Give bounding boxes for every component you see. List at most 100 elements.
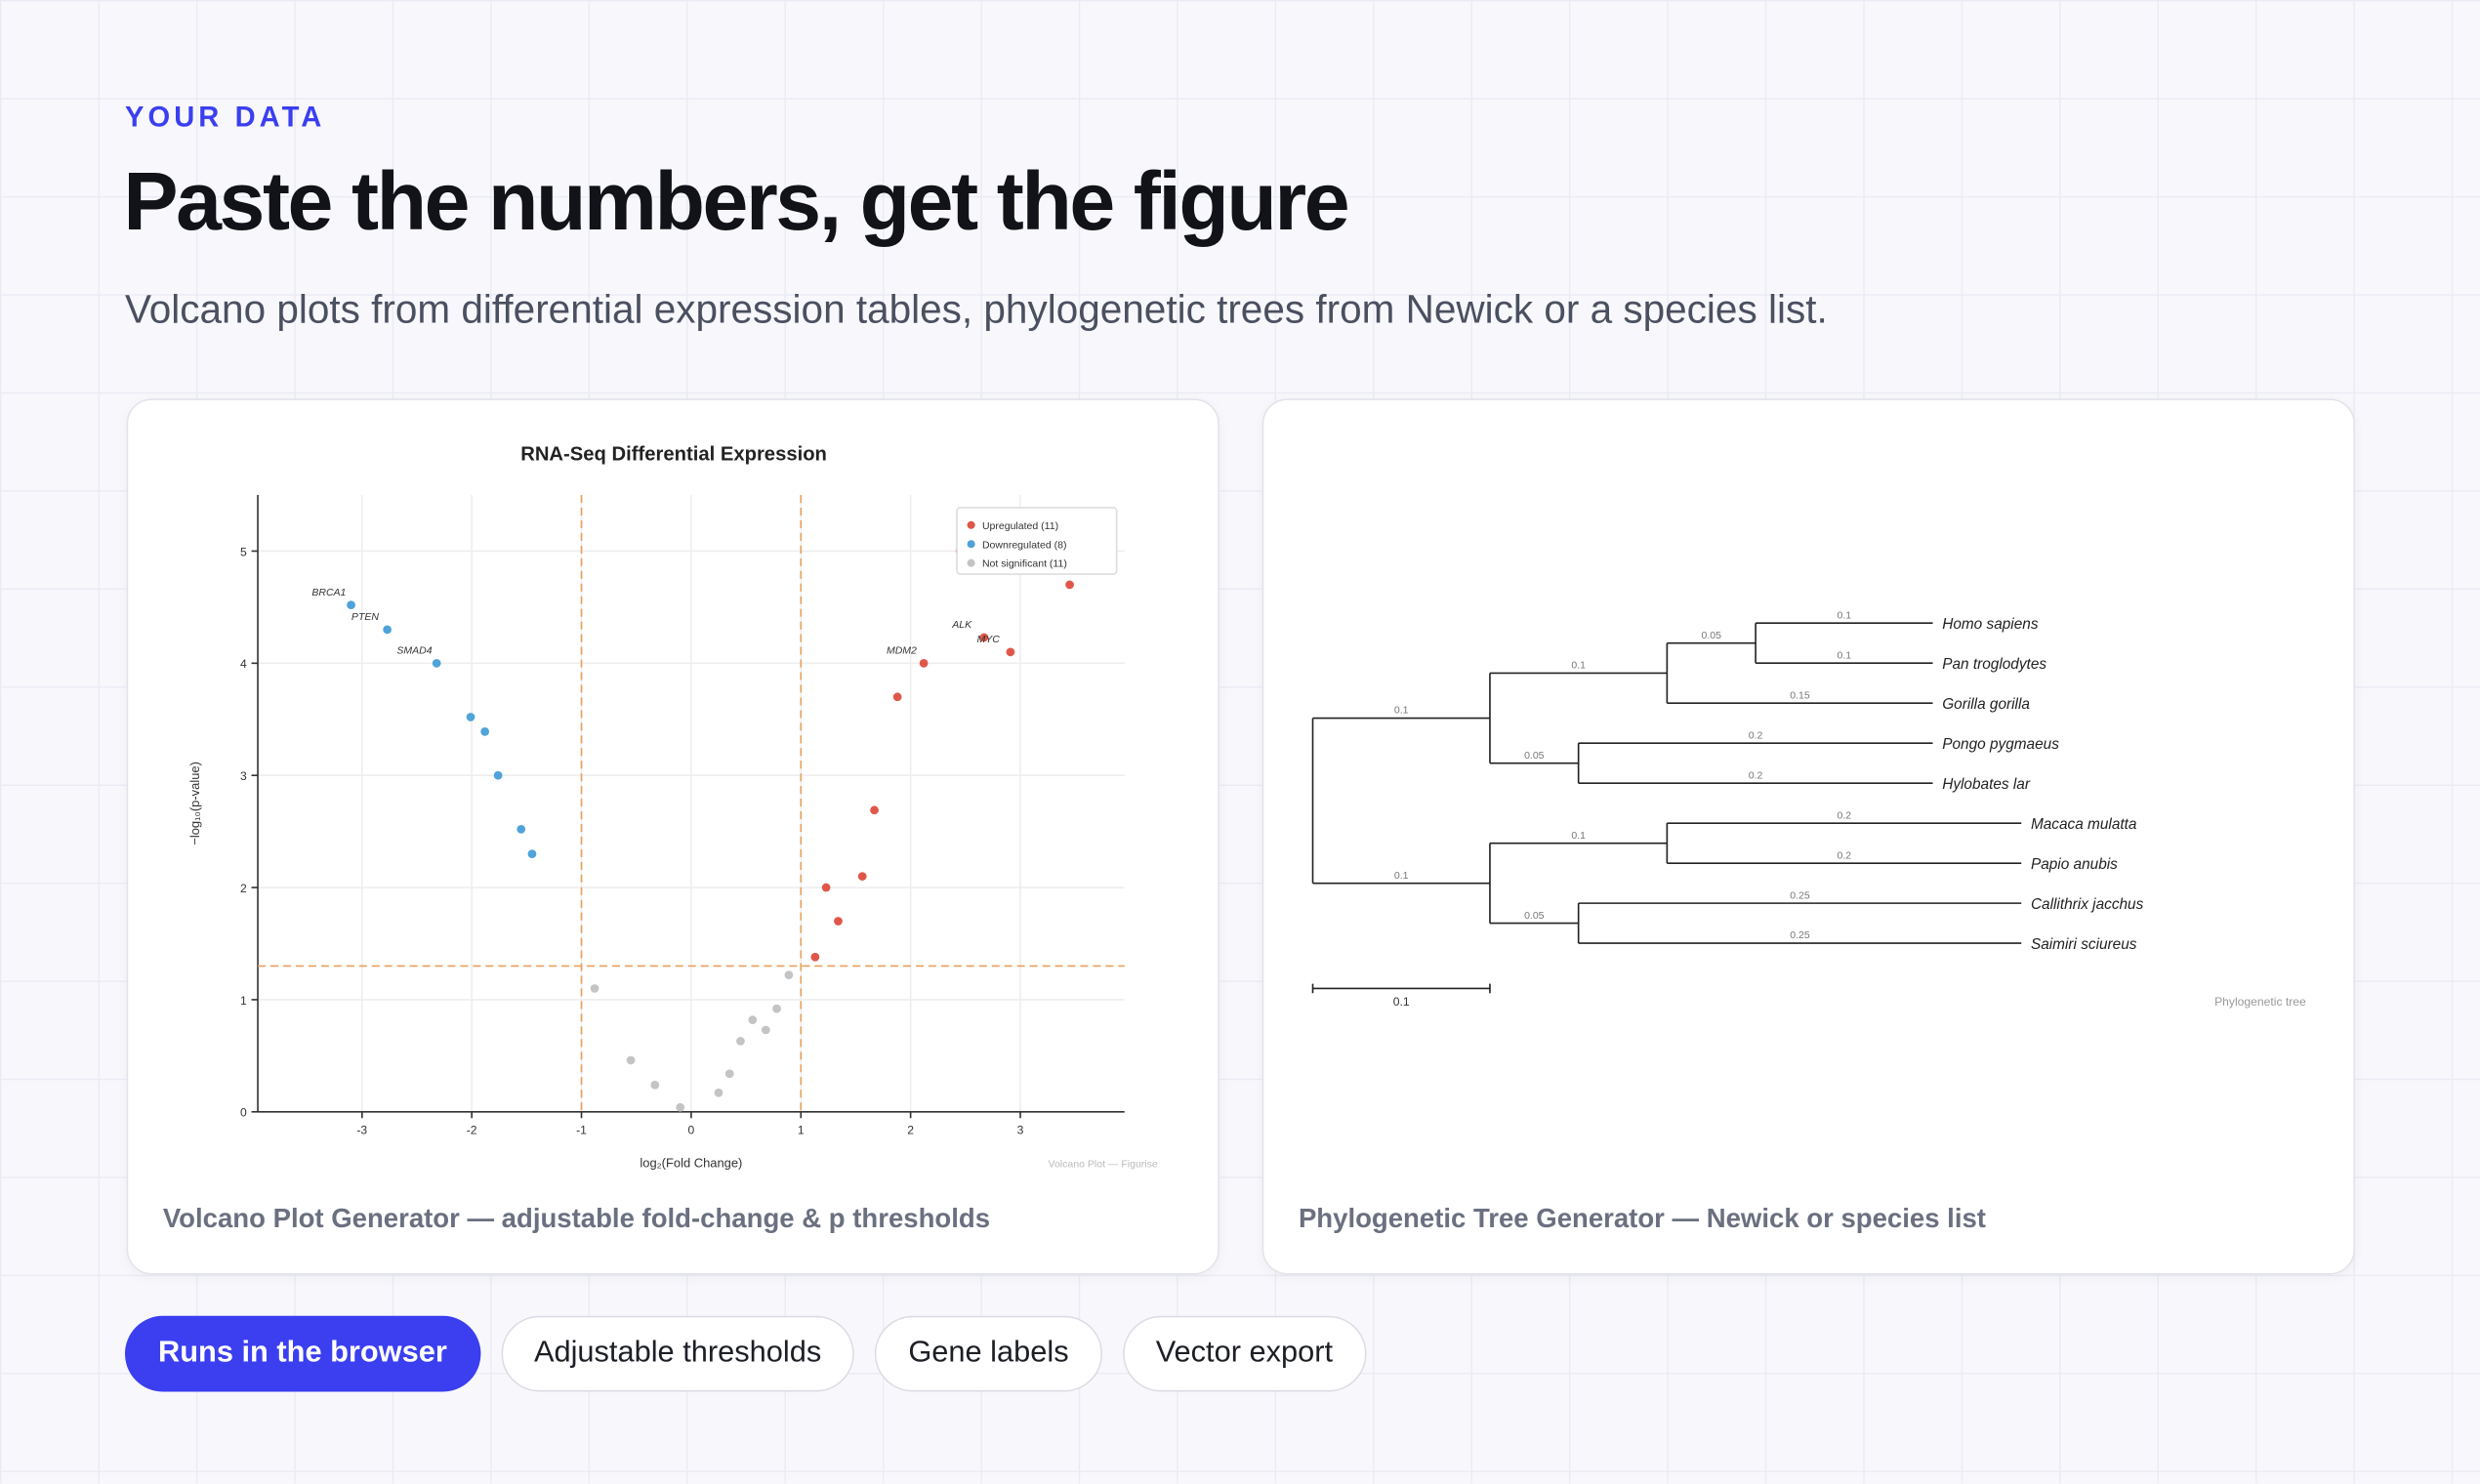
tree-card[interactable]: Homo sapiens 0.1 Pan troglodytes 0.1 0.05 Gor… [1261,398,2356,1275]
data-point [1006,647,1015,657]
data-point [517,824,526,834]
leaf-name: Macaca mulatta [2031,816,2137,833]
gene-label: ALK [951,619,972,631]
x-tick-label: 1 [798,1123,805,1136]
volcano-card[interactable]: RNA-Seq Differential Expression 0 1 2 3 4 5 -3 -… [126,398,1219,1275]
legend-swatch [967,540,975,549]
chart-title: RNA-Seq Differential Expression [520,443,827,465]
watermark: Phylogenetic tree [2214,995,2306,1009]
data-point [493,770,503,780]
legend-label: Not significant (11) [982,558,1067,570]
gene-label: SMAD4 [396,645,432,657]
x-tick-label: -2 [467,1123,477,1136]
legend-swatch [967,558,975,567]
gene-label: MDM2 [887,645,917,657]
x-tick-label: 0 [688,1123,695,1136]
data-point [810,952,820,962]
branch-length: 0.1 [1394,705,1409,717]
branch-length: 0.05 [1701,630,1721,641]
data-point [590,984,599,993]
x-tick-label: -3 [356,1123,367,1136]
branch-length: 0.1 [1837,649,1851,661]
data-point [919,658,929,668]
card-caption: Phylogenetic Tree Generator — Newick or … [1298,1203,1986,1234]
branch-length: 0.2 [1749,769,1763,781]
branch-length: 0.05 [1524,910,1545,922]
legend [956,507,1118,575]
y-tick-label: 1 [240,994,247,1008]
data-point [480,727,490,736]
y-tick-label: 5 [240,545,247,558]
tree-chart: Homo sapiens 0.1 Pan troglodytes 0.1 0.05 Gor… [1311,609,2306,1009]
branch-length: 0.25 [1790,889,1810,901]
leaf-name: Pongo pygmaeus [1942,736,2059,753]
data-point [772,1004,781,1013]
feature-chip[interactable]: Adjustable thresholds [500,1315,855,1392]
y-tick-label: 2 [240,882,247,895]
y-tick-label: 4 [240,657,247,671]
page-title: Paste the numbers, get the figure [123,156,1349,249]
branch-length: 0.05 [1524,750,1545,762]
leaf-name: Pan troglodytes [1942,656,2046,673]
leaf-name: Gorilla gorilla [1942,696,2030,713]
y-tick-label: 0 [240,1106,247,1120]
data-point [626,1055,636,1065]
branch-length: 0.2 [1749,729,1763,741]
branch-length: 0.1 [1394,870,1409,882]
data-point [676,1102,685,1112]
data-point [527,849,537,858]
watermark: Volcano Plot — Figurise [1049,1158,1158,1170]
feature-chip[interactable]: Gene labels [875,1315,1102,1392]
branch-length: 0.15 [1790,689,1810,701]
feature-chip[interactable]: Vector export [1122,1315,1367,1392]
leaf-name: Callithrix jacchus [2031,896,2144,913]
data-point [383,625,393,635]
y-tick-label: 3 [240,769,247,783]
branch-length: 0.1 [1571,830,1586,842]
data-point [650,1080,660,1090]
x-axis-label: log₂(Fold Change) [640,1155,742,1170]
card-caption: Volcano Plot Generator — adjustable fold… [162,1203,991,1234]
data-point [979,633,989,642]
legend-label: Upregulated (11) [982,520,1058,532]
data-point [466,713,475,721]
leaf-name: Saimiri sciureus [2031,936,2137,953]
legend-label: Downregulated (8) [982,539,1067,551]
branch-length: 0.1 [1837,609,1851,621]
data-point [736,1037,745,1046]
y-axis-label: −log₁₀(p-value) [187,762,202,845]
volcano-chart: RNA-Seq Differential Expression 0 1 2 3 4 5 -3 -… [187,443,1158,1170]
x-tick-label: -1 [576,1123,587,1136]
data-point [784,970,794,980]
data-point [857,872,867,881]
data-point [724,1069,734,1079]
branch-length: 0.1 [1571,660,1586,672]
data-point [714,1088,723,1097]
data-point [870,805,879,815]
data-point [821,883,831,892]
chip-row: Runs in the browser Adjustable thresholds… [124,1315,1367,1392]
branch-length: 0.2 [1837,809,1851,821]
x-tick-label: 3 [1017,1123,1024,1136]
data-point [892,692,902,702]
gene-label: MYC [977,634,1001,645]
data-point [748,1015,758,1024]
subtitle: Volcano plots from differential expressi… [124,287,1828,333]
data-point [1065,580,1074,590]
scale-bar-label: 0.1 [1393,995,1410,1009]
eyebrow: YOUR DATA [124,101,326,134]
leaf-name: Papio anubis [2031,856,2118,873]
gene-label: BRCA1 [311,587,346,598]
feature-chip[interactable]: Runs in the browser [124,1315,480,1392]
gene-label: PTEN [351,611,379,623]
data-point [347,600,355,609]
leaf-name: Homo sapiens [1942,616,2039,633]
legend-swatch [967,520,975,529]
data-point [761,1025,770,1035]
branch-length: 0.2 [1837,849,1851,861]
data-point [834,917,843,926]
leaf-name: Hylobates lar [1942,776,2031,793]
branch-length: 0.25 [1790,929,1810,941]
data-point [432,658,441,668]
